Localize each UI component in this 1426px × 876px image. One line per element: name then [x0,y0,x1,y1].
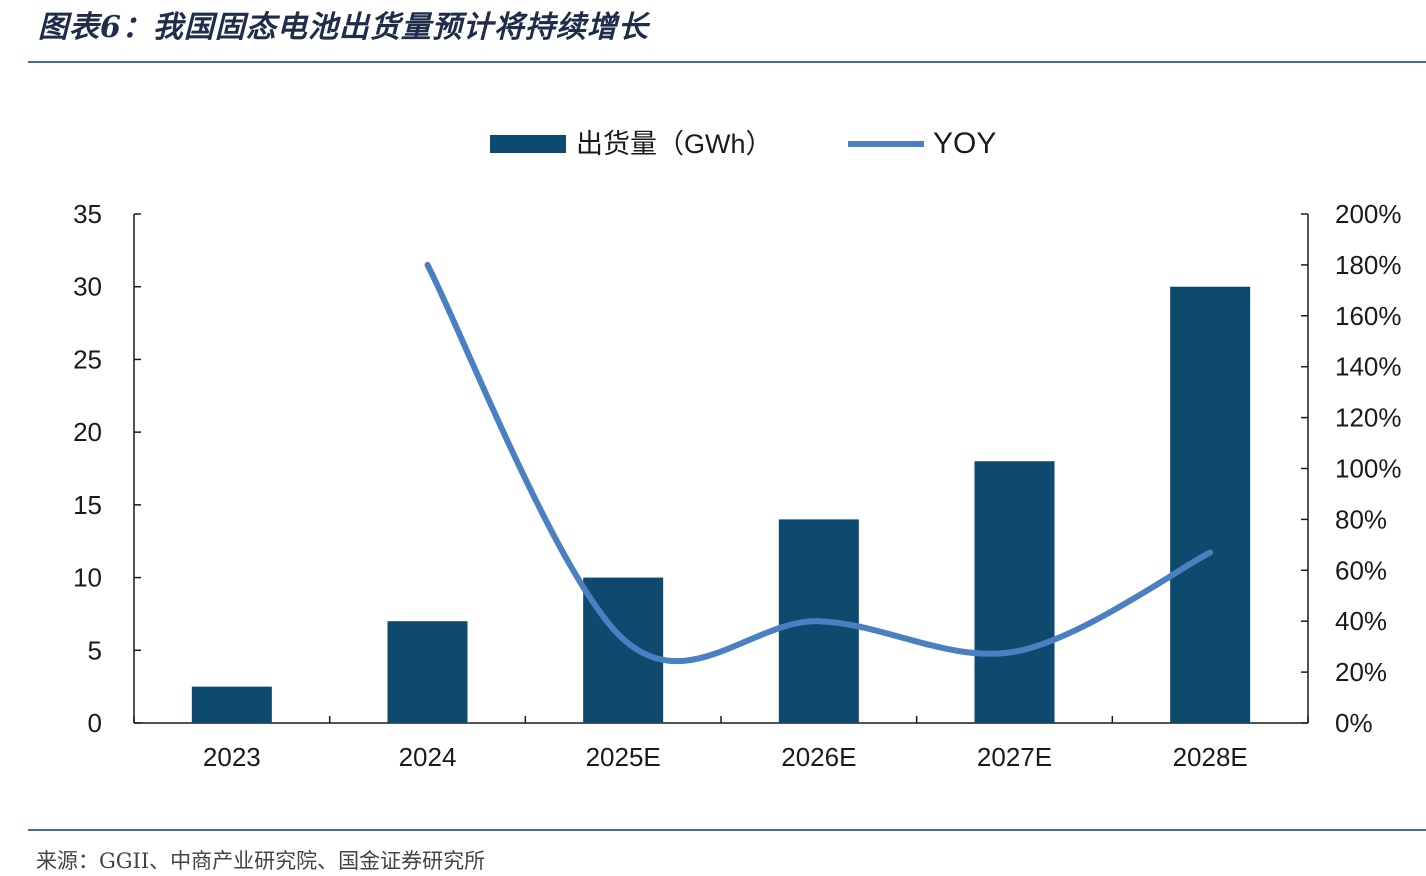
bar [974,461,1055,723]
left-y-tick-label: 0 [88,708,102,738]
x-axis-labels: 2023 2024 2025E 2026E 2027E 2028E [203,742,1248,772]
right-y-tick-label: 180% [1335,250,1402,280]
bar-series [191,286,1251,723]
bar [1170,286,1251,723]
right-y-tick-label: 120% [1335,403,1402,433]
right-y-tick-label: 160% [1335,301,1402,331]
legend-bar-swatch [490,135,566,153]
left-y-tick-label: 15 [73,490,102,520]
bar [387,621,468,723]
right-y-tick-label: 40% [1335,606,1387,636]
legend-bar-label: 出货量（GWh） [576,129,773,159]
x-tick-label: 2024 [399,742,457,772]
x-tick-label: 2028E [1173,742,1248,772]
right-y-tick-label: 80% [1335,504,1387,534]
left-y-tick-label: 5 [88,635,102,665]
bottom-divider [28,829,1426,831]
yoy-line [424,261,1214,665]
right-y-tick-label: 200% [1335,199,1402,229]
left-y-tick-label: 30 [73,272,102,302]
legend: 出货量（GWh） YOY [490,127,996,160]
right-y-tick-label: 140% [1335,352,1402,382]
top-divider [28,61,1426,63]
x-tick-label: 2023 [203,742,261,772]
legend-line-label: YOY [933,127,996,160]
right-y-tick-label: 0% [1335,708,1373,738]
yoy-series [424,261,1214,665]
axes: 0 5 10 15 20 25 30 35 0% 20% 40% 60% 80% 100% 120% 140%… [73,199,1401,738]
source-note: 来源：GGII、中商产业研究院、国金证券研究所 [36,849,486,873]
bar [583,577,664,723]
left-y-tick-label: 35 [73,199,102,229]
bar [191,686,272,723]
left-y-tick-label: 20 [73,417,102,447]
x-tick-label: 2026E [781,742,856,772]
left-y-tick-label: 10 [73,563,102,593]
chart: 出货量（GWh） YOY 0 5 10 15 20 25 30 35 0% 20% 40% 60% 80… [73,127,1401,772]
x-tick-label: 2025E [586,742,661,772]
right-y-tick-label: 20% [1335,657,1387,687]
left-y-tick-label: 25 [73,344,102,374]
right-y-tick-label: 100% [1335,454,1402,484]
right-y-tick-label: 60% [1335,555,1387,585]
x-tick-label: 2027E [977,742,1052,772]
chart-title: 图表6：我国固态电池出货量预计将持续增长 [38,10,649,45]
